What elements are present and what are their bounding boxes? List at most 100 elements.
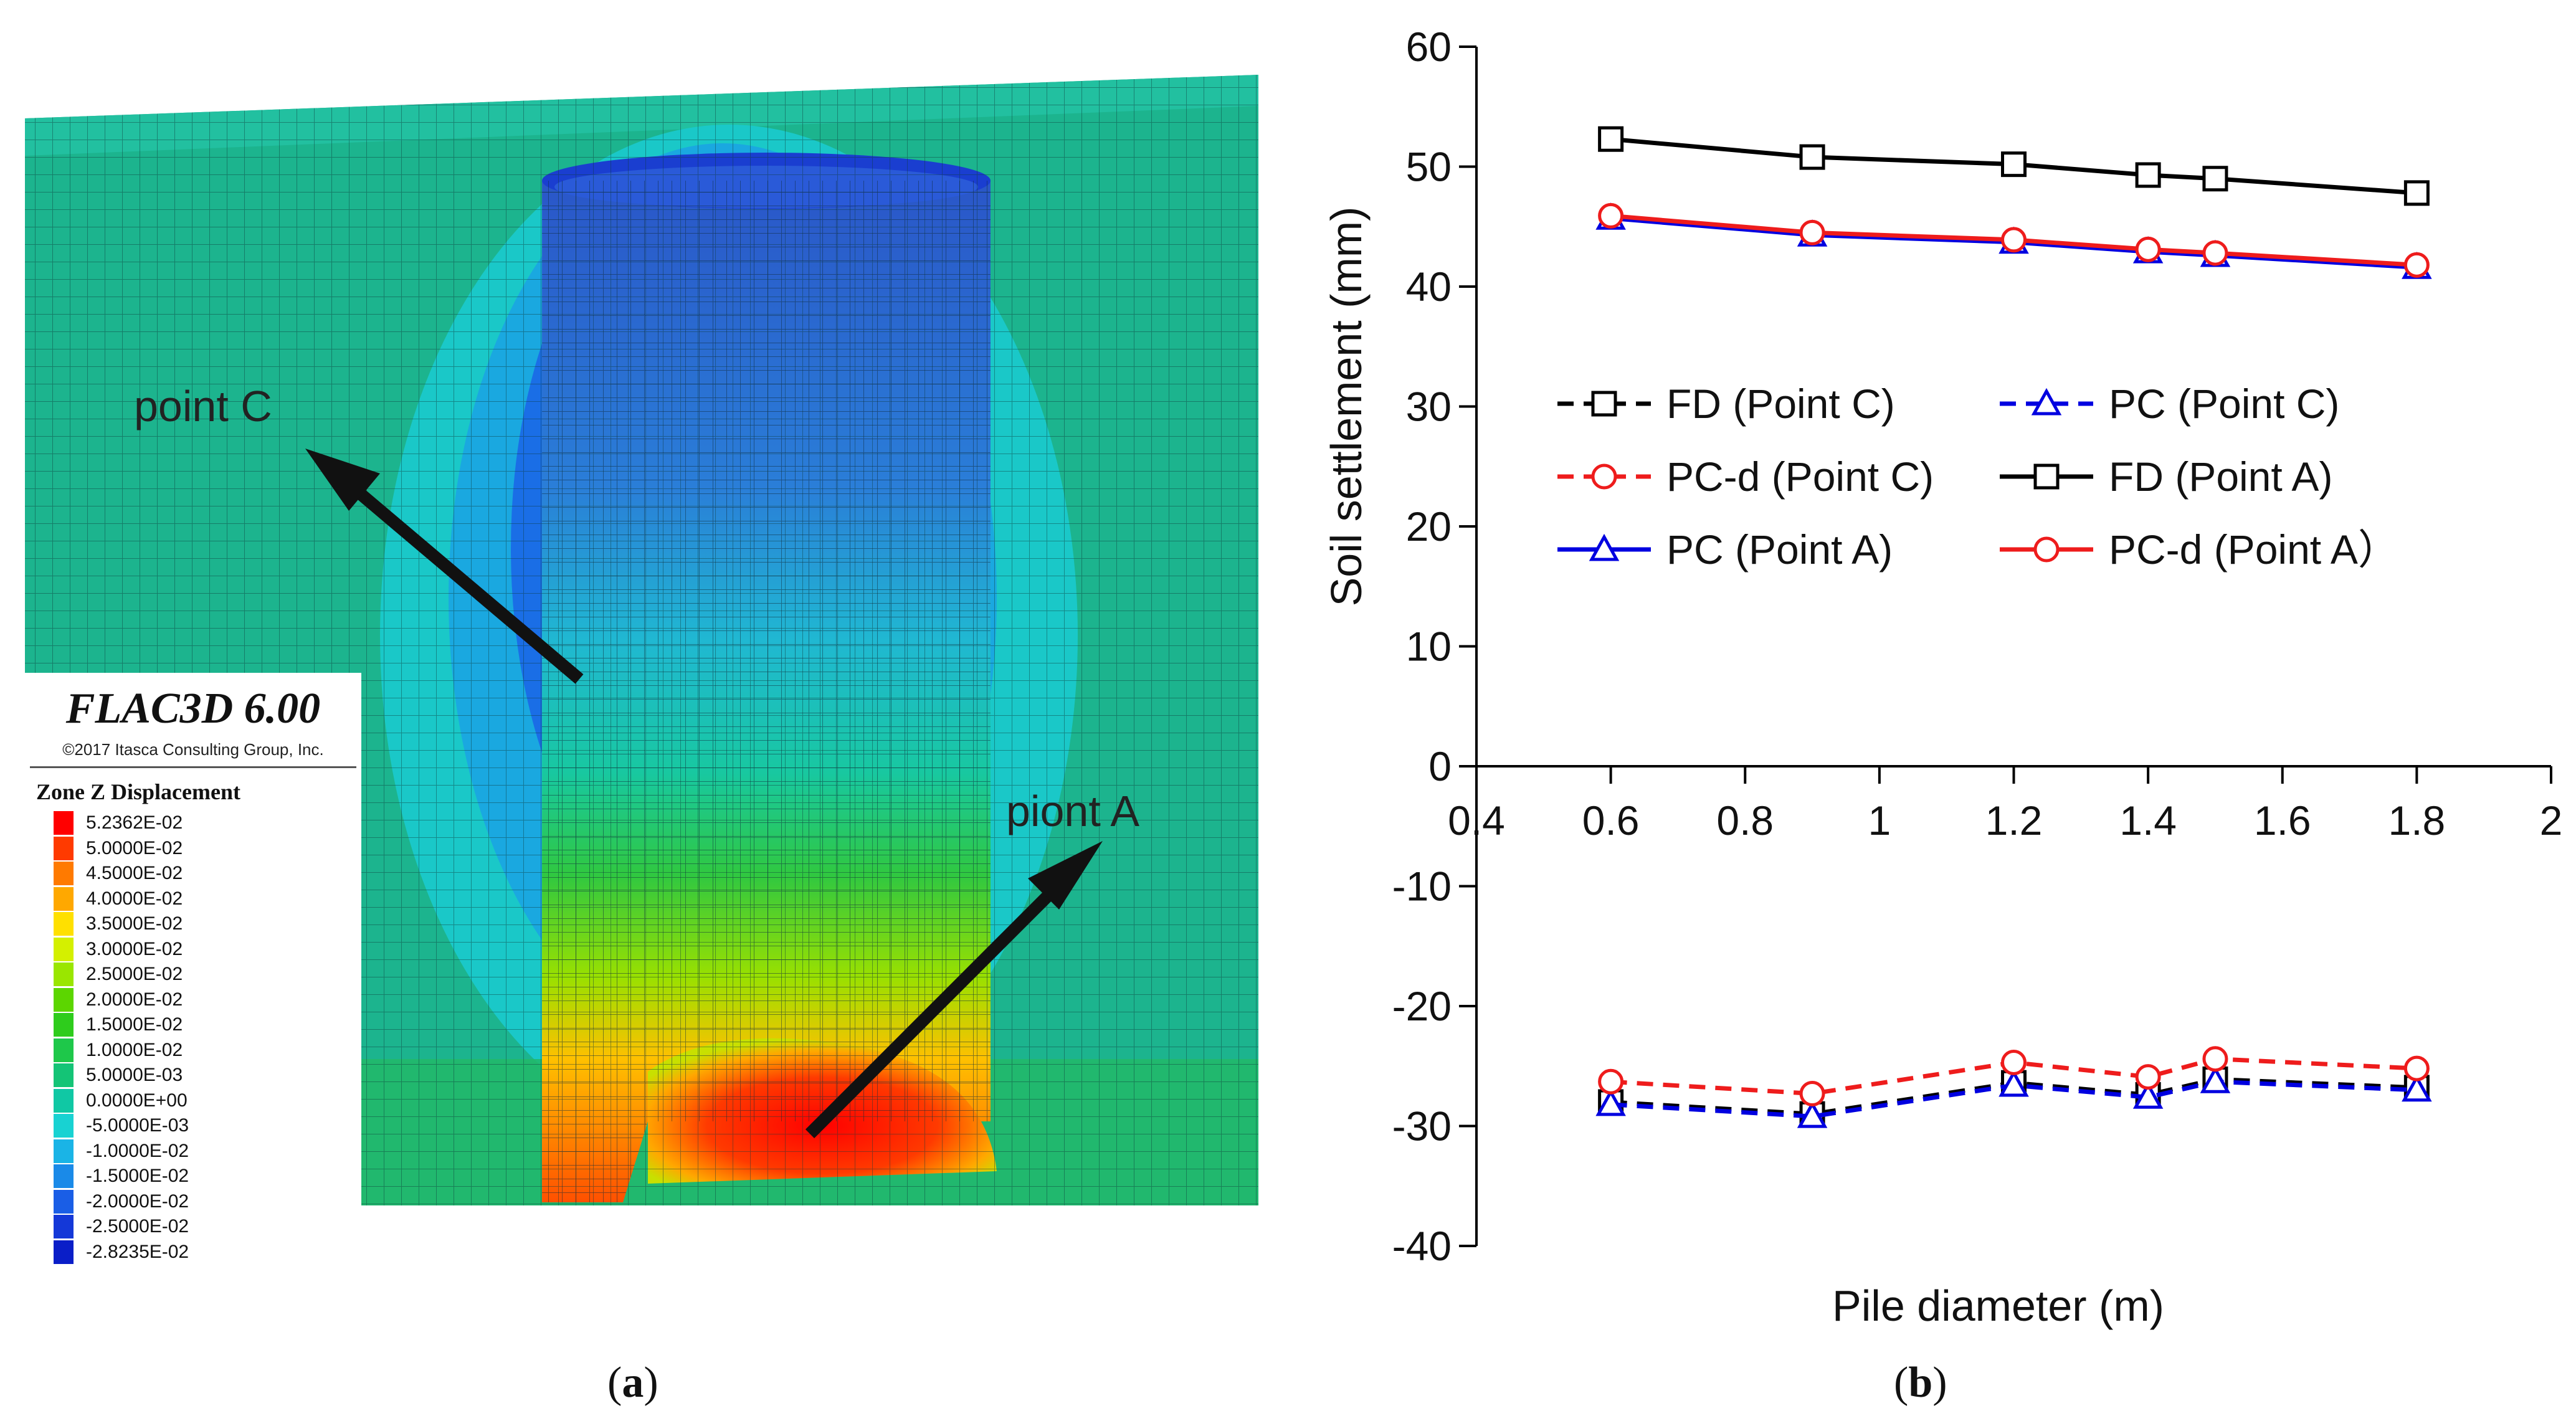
x-tick-label: 1.4 — [2119, 797, 2177, 844]
x-tick-label: 1.6 — [2254, 797, 2311, 844]
series-line-5 — [1610, 213, 2417, 267]
legend-value: -2.8235E-02 — [86, 1241, 189, 1262]
legend-value: 4.5000E-02 — [86, 863, 183, 883]
data-point — [1799, 219, 1825, 245]
legend-swatch — [54, 1013, 74, 1037]
data-point — [1598, 202, 1624, 229]
copyright-text: ©2017 Itasca Consulting Group, Inc. — [62, 740, 324, 759]
y-tick-label: -20 — [1392, 983, 1452, 1029]
panel-a-label: (a) — [607, 1359, 658, 1407]
data-point — [2135, 162, 2161, 188]
data-point — [1999, 1069, 2029, 1097]
legend-title: Zone Z Displacement — [36, 779, 240, 804]
series-line-4 — [1610, 216, 2417, 270]
y-tick-label: 10 — [1406, 624, 1452, 670]
legend-marker — [1591, 463, 1617, 490]
y-tick-label: 30 — [1406, 384, 1452, 430]
legend-swatch — [54, 1240, 74, 1264]
legend-swatch — [54, 1139, 74, 1163]
settlement-chart: -40 -30 -20 -10 0 10 20 30 40 50 60 0.4 0.6 0.8 1 1.2 1.… — [1322, 24, 2563, 1330]
data-point — [2001, 1049, 2027, 1075]
data-point — [2200, 1066, 2231, 1093]
x-tick-label: 1.8 — [2388, 797, 2446, 844]
legend-swatch — [54, 1164, 74, 1188]
data-point — [1595, 1088, 1626, 1116]
y-tick-label: -40 — [1392, 1223, 1452, 1269]
legend-marker — [2031, 387, 2062, 416]
data-point — [2001, 227, 2027, 253]
series-line-3 — [1610, 136, 2417, 196]
y-axis-title: Soil settlement (mm) — [1322, 207, 1371, 607]
software-title: FLAC3D 6.00 — [65, 685, 321, 733]
legend-swatch — [54, 1189, 74, 1214]
x-tick-label: 0.4 — [1448, 797, 1505, 844]
x-tick-label: 0.6 — [1582, 797, 1640, 844]
y-tick-label: 0 — [1428, 743, 1452, 789]
series-line-1 — [1610, 1079, 2417, 1119]
data-point — [1799, 1081, 1825, 1107]
data-point — [2132, 1081, 2164, 1109]
legend-label: PC-d (Point C) — [1666, 454, 1934, 500]
x-tick-label: 1.2 — [1985, 797, 2043, 844]
data-point — [2135, 236, 2161, 262]
legend-value: -1.5000E-02 — [86, 1166, 189, 1186]
x-tick-label: 1 — [1868, 797, 1891, 844]
y-tick-label: -30 — [1392, 1103, 1452, 1149]
displacement-legend: FLAC3D 6.00 ©2017 Itasca Consulting Grou… — [25, 673, 361, 1271]
legend-swatch — [54, 836, 74, 860]
legend-swatch — [54, 1038, 74, 1062]
point-a-annotation: piont A — [1006, 787, 1140, 835]
legend-swatch — [54, 987, 74, 1012]
legend-divider — [30, 766, 356, 768]
legend-value: 2.5000E-02 — [86, 964, 183, 984]
legend-swatch — [54, 937, 74, 961]
y-tick-label: 20 — [1406, 503, 1452, 549]
legend-value: 3.5000E-02 — [86, 913, 183, 934]
legend-value: 5.2362E-02 — [86, 812, 183, 833]
legend-value: 5.0000E-03 — [86, 1065, 183, 1085]
legend-swatch — [54, 912, 74, 936]
legend-swatch — [54, 1215, 74, 1238]
x-tick-label: 2 — [2540, 797, 2563, 844]
legend-value: -2.0000E-02 — [86, 1191, 189, 1212]
y-tick-label: 50 — [1406, 144, 1452, 190]
legend-value: 2.0000E-02 — [86, 989, 183, 1010]
data-point — [2402, 1074, 2432, 1102]
legend-value: 3.0000E-02 — [86, 938, 183, 959]
legend-swatch — [54, 1088, 74, 1113]
y-tick-label: 60 — [1406, 24, 1452, 70]
data-point — [1799, 144, 1825, 170]
legend-marker — [1589, 533, 1620, 561]
legend-swatch — [54, 962, 74, 986]
legend-swatch — [54, 1063, 74, 1087]
y-tick-label: -10 — [1392, 863, 1452, 910]
data-point — [2403, 180, 2430, 206]
simulation-panel: point C piont A FLAC3D 6.00 ©2017 Itasca… — [0, 0, 1283, 1308]
legend-value: -5.0000E-03 — [86, 1115, 189, 1136]
legend-value: -1.0000E-02 — [86, 1140, 189, 1161]
series-line-2 — [1610, 1057, 2417, 1096]
data-point — [2403, 1055, 2430, 1081]
legend-value: -2.5000E-02 — [86, 1216, 189, 1237]
data-point — [1598, 1068, 1624, 1095]
legend-marker — [2033, 463, 2060, 490]
series-lines — [1595, 126, 2432, 1128]
legend-value: 1.0000E-02 — [86, 1039, 183, 1060]
legend-swatch — [54, 862, 74, 885]
legend-swatch — [54, 886, 74, 911]
x-tick-label: 0.8 — [1716, 797, 1774, 844]
legend-label: PC (Point C) — [2109, 381, 2339, 427]
legend-swatch — [54, 1114, 74, 1138]
chart-legend: FD (Point C) PC (Point C) PC-d (Point C) FD… — [1557, 381, 2399, 573]
data-point — [1797, 1100, 1828, 1128]
data-point — [2001, 151, 2027, 178]
panel-b-label: (b) — [1894, 1359, 1947, 1407]
data-point — [1598, 126, 1624, 152]
point-c-annotation: point C — [134, 382, 272, 430]
x-axis-title: Pile diameter (m) — [1832, 1281, 2164, 1330]
legend-label: FD (Point C) — [1666, 381, 1895, 427]
legend-swatch — [54, 811, 74, 835]
legend-marker — [2033, 536, 2060, 563]
series-line-0 — [1610, 1076, 2417, 1116]
